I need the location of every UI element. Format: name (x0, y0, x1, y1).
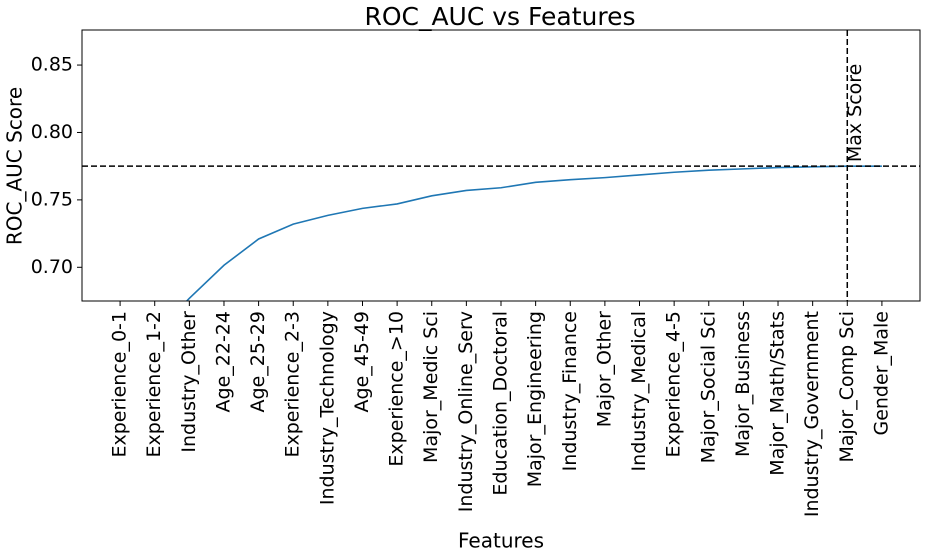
y-tick-label: 0.80 (31, 121, 73, 143)
line-series (185, 165, 882, 301)
x-tick-label: Industry_Online_Serv (455, 311, 477, 512)
x-tick-label: Major_Comp Sci (836, 311, 858, 463)
x-tick-label: Industry_Technology (316, 311, 338, 505)
x-tick-label: Age_45-49 (351, 311, 373, 412)
x-tick-label: Experience_1-2 (143, 311, 165, 458)
x-tick-label: Age_22-24 (212, 311, 234, 412)
x-tick-label: Major_Math/Stats (767, 311, 789, 476)
chart-title: ROC_AUC vs Features (364, 2, 635, 31)
x-tick-label: Major_Business (732, 311, 754, 457)
y-tick-label: 0.70 (31, 256, 73, 278)
y-axis-label: ROC_AUC Score (3, 87, 27, 245)
x-tick-label: Major_Engineering (524, 311, 546, 487)
x-tick-label: Industry_Government (801, 311, 823, 517)
x-axis-label: Features (458, 529, 544, 553)
x-tick-label: Major_Other (593, 311, 615, 427)
x-tick-label: Experience_4-5 (663, 311, 685, 458)
x-tick-label: Experience_0-1 (109, 311, 131, 458)
x-tick-label: Experience_>10 (386, 311, 408, 467)
x-tick-label: Experience_2-3 (282, 311, 304, 458)
x-tick-label: Education_Doctoral (490, 311, 512, 496)
y-tick-label: 0.75 (31, 188, 73, 210)
x-tick-label: Industry_Other (178, 311, 200, 453)
annotation-label: Max Score (844, 64, 866, 163)
x-tick-label: Age_25-29 (247, 311, 269, 412)
x-tick-label: Industry_Medical (628, 311, 650, 471)
x-tick-label: Major_Social Sci (697, 311, 719, 463)
plot-area (185, 165, 882, 301)
x-tick-label: Gender_Male (870, 311, 892, 436)
y-tick-label: 0.85 (31, 54, 73, 76)
x-tick-label: Industry_Finance (559, 311, 581, 471)
x-tick-label: Major_Medic Sci (420, 311, 442, 463)
